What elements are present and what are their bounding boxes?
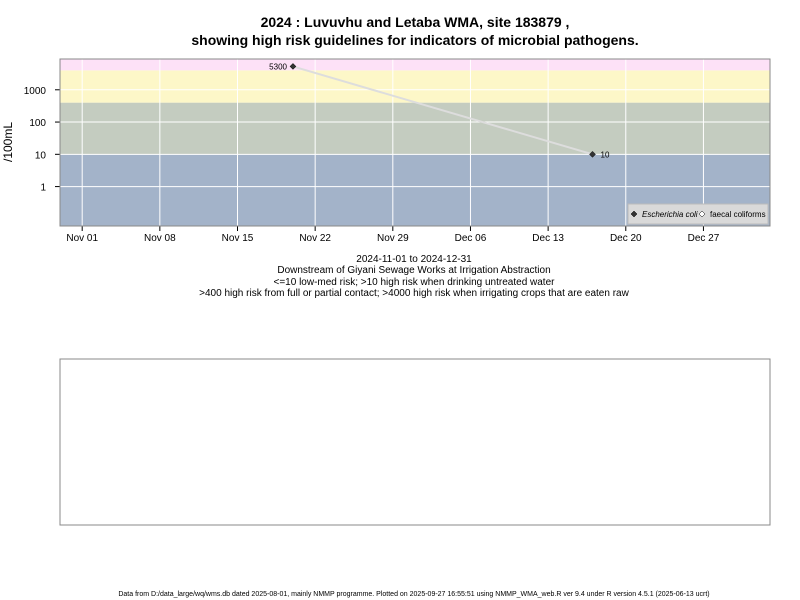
note: 2024-11-01 to 2024-12-31: [356, 254, 472, 265]
series-line: [292, 65, 593, 156]
x-tick-label: Dec 06: [455, 233, 487, 244]
y-tick-label: 10: [35, 150, 47, 161]
x-tick-label: Nov 08: [144, 233, 176, 244]
x-tick-label: Nov 29: [377, 233, 409, 244]
x-tick-label: Nov 15: [222, 233, 254, 244]
y-tick-label: 1000: [24, 86, 47, 97]
y-axis-label: /100mL: [1, 122, 15, 162]
note: Downstream of Giyani Sewage Works at Irr…: [277, 265, 550, 276]
data-label: 5300: [269, 62, 287, 71]
chart-title: 2024 : Luvuvhu and Letaba WMA, site 1838…: [261, 14, 570, 30]
legend-marker: [698, 210, 706, 218]
chart-title: showing high risk guidelines for indicat…: [191, 32, 638, 48]
risk-band: [60, 102, 770, 155]
x-tick-label: Dec 20: [610, 233, 642, 244]
plot-frame: [59, 58, 771, 227]
data-label: 10: [601, 150, 610, 159]
y-tick-label: 100: [29, 118, 46, 129]
x-tick-label: Nov 01: [66, 233, 98, 244]
data-point: [289, 63, 297, 70]
legend-label: faecal coliforms: [710, 210, 766, 219]
y-tick-label: 1: [40, 183, 46, 194]
legend-box: [627, 203, 769, 225]
data-point: [589, 150, 596, 158]
legend-label: Escherichia coli: [642, 210, 698, 219]
risk-band: [60, 70, 770, 103]
note: >400 high risk from full or partial cont…: [199, 288, 629, 299]
risk-band: [60, 59, 770, 71]
legend-marker: [630, 210, 638, 218]
x-tick-label: Dec 27: [688, 233, 720, 244]
x-tick-label: Dec 13: [532, 233, 564, 244]
x-tick-label: Nov 22: [299, 233, 331, 244]
footer: Data from D:/data_large/wq/wms.db dated …: [118, 591, 709, 598]
empty-panel: [59, 358, 771, 526]
note: <=10 low-med risk; >10 high risk when dr…: [274, 277, 556, 288]
